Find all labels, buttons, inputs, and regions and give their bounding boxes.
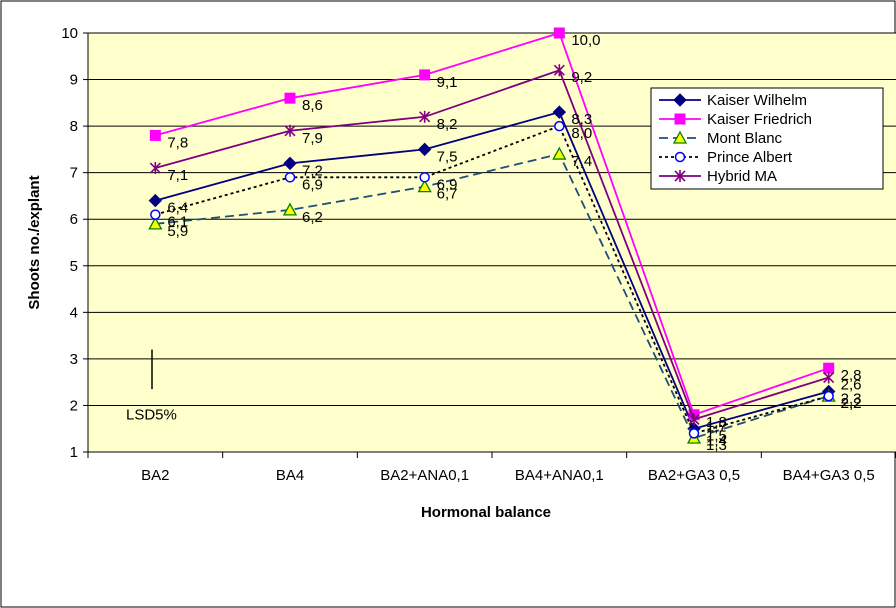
data-point-marker: [552, 146, 567, 160]
data-label: 8,3: [571, 111, 592, 128]
data-point-marker: [284, 92, 296, 104]
data-label: 7,5: [437, 148, 458, 165]
data-point-marker: [282, 202, 298, 216]
x-axis-title: Hormonal balance: [421, 504, 551, 521]
data-point-marker: [823, 371, 835, 384]
data-point-marker: [688, 413, 700, 426]
data-label: 1,3: [706, 437, 727, 454]
series-line: [155, 31, 829, 416]
data-point-marker: [674, 113, 686, 125]
data-point-marker: [148, 193, 163, 208]
data-point-marker: [417, 142, 432, 157]
data-point-marker: [149, 129, 161, 141]
data-point-marker: [419, 110, 431, 123]
axes: 1 2 3 4 5 6 7 8 9 10 BA2 BA4 BA2+ANA0,1 BA4+ANA0,1 BA2…: [61, 25, 896, 484]
data-point-marker: [419, 172, 430, 183]
series-line: [155, 152, 829, 440]
data-point-marker: [674, 151, 686, 163]
data-point-marker: [688, 428, 700, 439]
data-label: 6,1: [167, 214, 188, 231]
data-point-marker: [553, 27, 565, 39]
data-label: 6,2: [302, 209, 323, 226]
data-label: 1,8: [706, 414, 727, 431]
legend-label: Mont Blanc: [707, 130, 783, 147]
lsd-label: LSD5%: [126, 406, 177, 423]
legend-label: Hybrid MA: [707, 168, 777, 185]
y-tick-label: 5: [70, 258, 78, 275]
data-point-marker: [674, 170, 686, 182]
data-label: 7,1: [167, 167, 188, 184]
data-label: 7,9: [302, 130, 323, 147]
data-label: 2,2: [841, 395, 862, 412]
data-label: 7,4: [571, 153, 592, 170]
data-point-marker: [823, 390, 834, 402]
data-label: 8,2: [437, 116, 458, 133]
legend-label: Kaiser Wilhelm: [707, 92, 807, 109]
data-point-marker: [673, 93, 687, 107]
series-line: [155, 69, 829, 421]
data-label: 2,3: [841, 390, 862, 407]
series-group: [148, 27, 836, 444]
data-label: 9,2: [571, 69, 592, 86]
y-tick-label: 8: [70, 118, 78, 135]
data-label: 8,0: [571, 125, 592, 142]
y-tick-label: 2: [70, 397, 78, 414]
data-label: 7,8: [167, 134, 188, 151]
data-label: 1,7: [706, 418, 727, 435]
data-labels-group: 6,4 7,2 7,5 8,3 1,5 2,3 7,8 8,6 9,1 10,0 1,8 2,8 5,9…: [167, 32, 861, 454]
data-label: 2,8: [841, 367, 862, 384]
data-point-marker: [283, 156, 297, 171]
legend-label: Kaiser Friedrich: [707, 111, 812, 128]
x-tick-label: BA4+GA3 0,5: [783, 467, 875, 484]
y-tick-label: 4: [70, 304, 78, 321]
x-tick-label: BA4+ANA0,1: [515, 467, 604, 484]
data-label: 6,7: [437, 186, 458, 203]
legend: Kaiser Wilhelm Kaiser Friedrich Mont Blanc…: [650, 87, 884, 190]
data-point-marker: [284, 172, 296, 183]
x-tick-label: BA4: [276, 467, 304, 484]
data-point-marker: [284, 124, 296, 137]
y-axis-title: Shoots no./explant: [26, 175, 43, 309]
series-line: [155, 124, 829, 435]
data-point-marker: [148, 216, 163, 230]
y-tick-label: 9: [70, 72, 78, 89]
data-point-marker: [417, 179, 432, 193]
y-tick-label: 3: [70, 351, 78, 368]
data-label: 2,2: [841, 395, 862, 412]
data-label: 6,4: [167, 200, 188, 217]
x-tick-label: BA2+GA3 0,5: [648, 467, 740, 484]
data-point-marker: [419, 69, 431, 81]
data-label: 10,0: [571, 32, 600, 49]
data-label: 9,1: [437, 74, 458, 91]
y-tick-label: 1: [70, 444, 78, 461]
data-point-marker: [554, 120, 565, 132]
data-label: 1,5: [706, 428, 727, 445]
data-label: 5,9: [167, 223, 188, 240]
data-point-marker: [553, 64, 565, 77]
data-point-marker: [552, 105, 567, 119]
data-point-marker: [150, 209, 161, 220]
y-tick-label: 10: [61, 25, 78, 42]
y-tick-label: 7: [70, 165, 78, 182]
data-label: 6,9: [302, 176, 323, 193]
data-label: 1,4: [706, 432, 727, 449]
series-line: [155, 111, 829, 430]
legend-label: Prince Albert: [707, 149, 793, 166]
y-tick-label: 6: [70, 211, 78, 228]
x-tick-label: BA2: [141, 467, 169, 484]
data-label: 2,6: [841, 377, 862, 394]
data-label: 7,2: [302, 162, 323, 179]
x-tick-label: BA2+ANA0,1: [380, 467, 469, 484]
lsd-annotation: LSD5%: [126, 349, 177, 423]
data-label: 8,6: [302, 97, 323, 114]
data-point-marker: [672, 130, 688, 144]
data-point-marker: [149, 162, 161, 175]
data-label: 6,9: [437, 176, 458, 193]
